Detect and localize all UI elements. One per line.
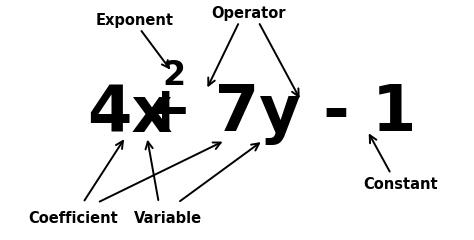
Text: Operator: Operator [211, 6, 286, 21]
Text: Variable: Variable [134, 211, 202, 226]
Text: Exponent: Exponent [96, 13, 174, 28]
Text: 2: 2 [163, 59, 186, 92]
Text: Coefficient: Coefficient [28, 211, 118, 226]
Text: + 7y - 1: + 7y - 1 [138, 83, 416, 145]
Text: Constant: Constant [363, 177, 438, 192]
Text: 4x: 4x [88, 83, 173, 145]
